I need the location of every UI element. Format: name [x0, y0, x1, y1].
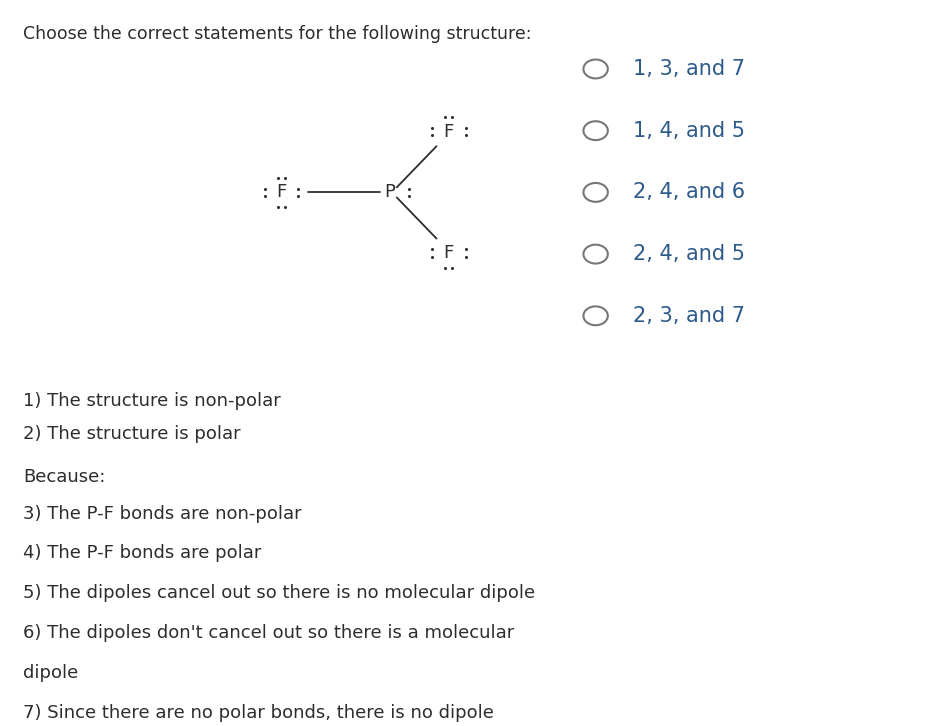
Text: 6) The dipoles don't cancel out so there is a molecular: 6) The dipoles don't cancel out so there… [23, 624, 515, 643]
Text: F: F [444, 123, 454, 141]
Text: dipole: dipole [23, 664, 79, 682]
Text: 1, 3, and 7: 1, 3, and 7 [633, 59, 745, 79]
Text: Because:: Because: [23, 468, 106, 486]
Text: 3) The P-F bonds are non-polar: 3) The P-F bonds are non-polar [23, 505, 302, 523]
Text: 4) The P-F bonds are polar: 4) The P-F bonds are polar [23, 544, 262, 563]
Text: F: F [444, 244, 454, 262]
Text: 2, 4, and 6: 2, 4, and 6 [633, 182, 746, 203]
Text: 2) The structure is polar: 2) The structure is polar [23, 425, 241, 443]
Text: 1, 4, and 5: 1, 4, and 5 [633, 121, 745, 141]
Text: 2, 4, and 5: 2, 4, and 5 [633, 244, 745, 264]
Text: P: P [384, 184, 395, 201]
Text: 5) The dipoles cancel out so there is no molecular dipole: 5) The dipoles cancel out so there is no… [23, 584, 536, 603]
Text: 2, 3, and 7: 2, 3, and 7 [633, 306, 745, 326]
Text: 1) The structure is non-polar: 1) The structure is non-polar [23, 392, 281, 410]
Text: Choose the correct statements for the following structure:: Choose the correct statements for the fo… [23, 25, 532, 44]
Text: 7) Since there are no polar bonds, there is no dipole: 7) Since there are no polar bonds, there… [23, 704, 494, 722]
Text: F: F [277, 184, 286, 201]
